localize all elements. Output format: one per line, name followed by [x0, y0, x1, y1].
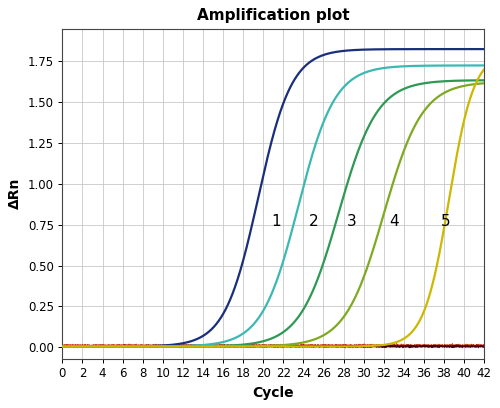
Title: Amplification plot: Amplification plot	[197, 8, 350, 23]
X-axis label: Cycle: Cycle	[252, 386, 294, 400]
Text: 3: 3	[346, 214, 356, 229]
Text: 2: 2	[308, 214, 318, 229]
Text: 1: 1	[272, 214, 281, 229]
Y-axis label: ΔRn: ΔRn	[8, 178, 22, 209]
Text: 4: 4	[389, 214, 398, 229]
Text: 5: 5	[441, 214, 451, 229]
